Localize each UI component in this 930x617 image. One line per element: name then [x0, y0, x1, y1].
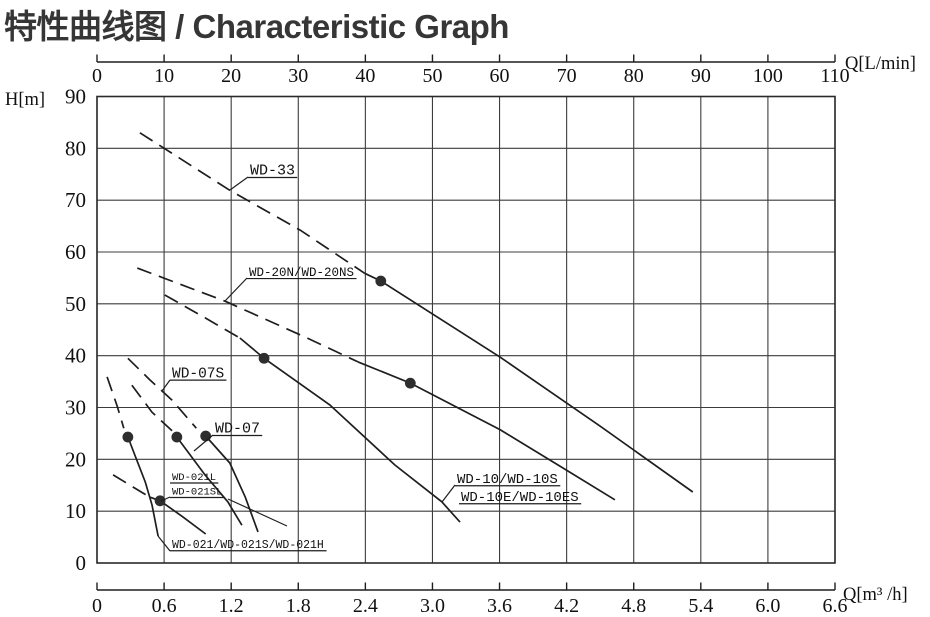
bottom-axis-tick-label: 1.8: [286, 595, 311, 617]
curve-wd20n: [137, 267, 616, 501]
label-wd07-leader: [193, 434, 214, 452]
left-axis-tick-label: 70: [65, 188, 86, 212]
label-wd021-text: WD-021/WD-021S/WD-021H: [172, 539, 324, 552]
curve-wd33: [139, 132, 694, 493]
bottom-axis-tick-label: 3.0: [420, 595, 445, 617]
label-wd10-text: WD-10/WD-10S: [457, 472, 558, 488]
label-wd07s-leader: [161, 379, 171, 392]
left-axis-tick-label: 90: [65, 85, 86, 109]
plot-area: [96, 95, 836, 564]
bottom-axis-tick-label: 4.8: [621, 595, 646, 617]
top-axis-tick-label: 60: [490, 65, 510, 87]
left-axis-tick-label: 30: [65, 396, 86, 420]
label-wd021-leader: [157, 535, 171, 552]
bottom-axis-tick-label: 6.6: [823, 595, 848, 617]
top-axis-tick-label: 50: [422, 65, 442, 87]
bottom-axis: 0 0.6 1.2 1.8 2.4 3.0 3.6 4.2 4.8 5.4 6.0 6.6Q[m³ /…: [92, 582, 908, 617]
label-wd07: WD-07: [193, 421, 263, 452]
bottom-axis-tick-label: 1.2: [219, 595, 244, 617]
top-axis-unit-label: Q[L/min]: [845, 54, 916, 74]
label-wd021l: WD-021L WD-021SL: [160, 472, 225, 502]
bottom-axis-tick-label: 6.0: [755, 595, 780, 617]
rated-point-dot-wd021l: [154, 495, 166, 507]
left-axis-tick-label: 40: [65, 344, 86, 368]
curve-wd20n-dashed: [137, 267, 359, 363]
bottom-axis-unit-label: Q[m³ /h]: [843, 585, 908, 605]
label-wd10: WD-10/WD-10S WD-10E/WD-10ES: [441, 472, 582, 506]
bottom-axis-tick-label: 0: [92, 595, 102, 617]
curve-wd10: [164, 294, 461, 523]
label-wd20n-leader: [224, 277, 248, 302]
curve-wd07s-solid: [205, 435, 259, 533]
curve-wd021: [106, 376, 159, 537]
curve-wd07-solid: [176, 436, 243, 526]
rated-point-dot-wd021: [122, 431, 134, 443]
left-axis-tick-label: 20: [65, 447, 86, 471]
curve-wd07s: [127, 357, 259, 533]
curve-wd10-solid: [239, 337, 461, 523]
left-axis-tick-label: 60: [65, 240, 86, 264]
label-wd10-leader: [441, 484, 456, 503]
label-wd021l-leader: [160, 496, 171, 502]
rated-point-dot-wd20n: [404, 377, 416, 389]
bottom-axis-tick-label: 0.6: [152, 595, 177, 617]
curve-wd021-solid: [127, 436, 159, 537]
left-axis-tick-label: 0: [76, 551, 87, 575]
label-wd33-leader: [229, 176, 249, 191]
label-wd021l-text: WD-021SL: [172, 487, 222, 499]
curve-wd33-dashed: [139, 132, 366, 275]
bottom-axis-tick-label: 5.4: [688, 595, 713, 617]
label-wd021: WD-021/WD-021S/WD-021H: [157, 498, 327, 552]
label-wd20n-text: WD-20N/WD-20NS: [249, 266, 354, 280]
label-wd33: WD-33: [229, 163, 298, 191]
label-wd07s-text: WD-07S: [172, 366, 224, 382]
label-wd10-text: WD-10E/WD-10ES: [461, 490, 579, 506]
top-axis-tick-label: 80: [624, 65, 644, 87]
top-axis-tick-label: 10: [154, 65, 174, 87]
label-wd07-text: WD-07: [215, 421, 260, 438]
top-axis-tick-label: 110: [820, 65, 849, 87]
left-axis-tick-label: 80: [65, 136, 86, 160]
left-axis-tick-label: 10: [65, 499, 86, 523]
label-wd07s: WD-07S: [161, 366, 227, 392]
top-axis-tick-label: 0: [92, 65, 102, 87]
left-axis: 90 80 70 60 50 40 30 20 10 0 H[m]: [5, 85, 86, 575]
curve-wd33-solid: [364, 272, 694, 493]
top-axis-tick-label: 40: [355, 65, 375, 87]
top-axis-tick-label: 100: [753, 65, 783, 87]
bottom-axis-tick-label: 2.4: [353, 595, 378, 617]
label-wd021l-text: WD-021L: [172, 472, 216, 484]
rated-point-dot-wd10: [258, 352, 270, 364]
top-axis-tick-label: 30: [288, 65, 308, 87]
curve-wd021-dashed: [106, 376, 125, 429]
rated-point-dot-wd33: [375, 275, 387, 287]
rated-point-dot-wd07s: [200, 430, 212, 442]
curve-wd07s-dashed: [127, 357, 197, 429]
chart-title: 特性曲线图 / Characteristic Graph: [4, 8, 509, 45]
label-wd021-leader: [227, 498, 288, 527]
rated-point-dot-wd07: [171, 431, 183, 443]
left-axis-unit-label: H[m]: [5, 90, 45, 110]
curve-wd20n-solid: [357, 361, 616, 501]
curve-wd021l-dashed: [112, 474, 149, 497]
top-axis-tick-label: 20: [221, 65, 241, 87]
curve-wd10-dashed: [164, 294, 241, 339]
curve-wd07: [131, 384, 243, 526]
bottom-axis-tick-label: 4.2: [554, 595, 579, 617]
label-wd20n: WD-20N/WD-20NS: [224, 266, 357, 302]
bottom-axis-tick-label: 3.6: [487, 595, 512, 617]
curve-wd07-dashed: [131, 384, 173, 432]
left-axis-tick-label: 50: [65, 292, 86, 316]
top-axis-tick-label: 90: [691, 65, 711, 87]
top-axis-tick-label: 70: [557, 65, 577, 87]
curve-wd021l: [112, 474, 207, 535]
label-wd33-text: WD-33: [250, 163, 295, 180]
